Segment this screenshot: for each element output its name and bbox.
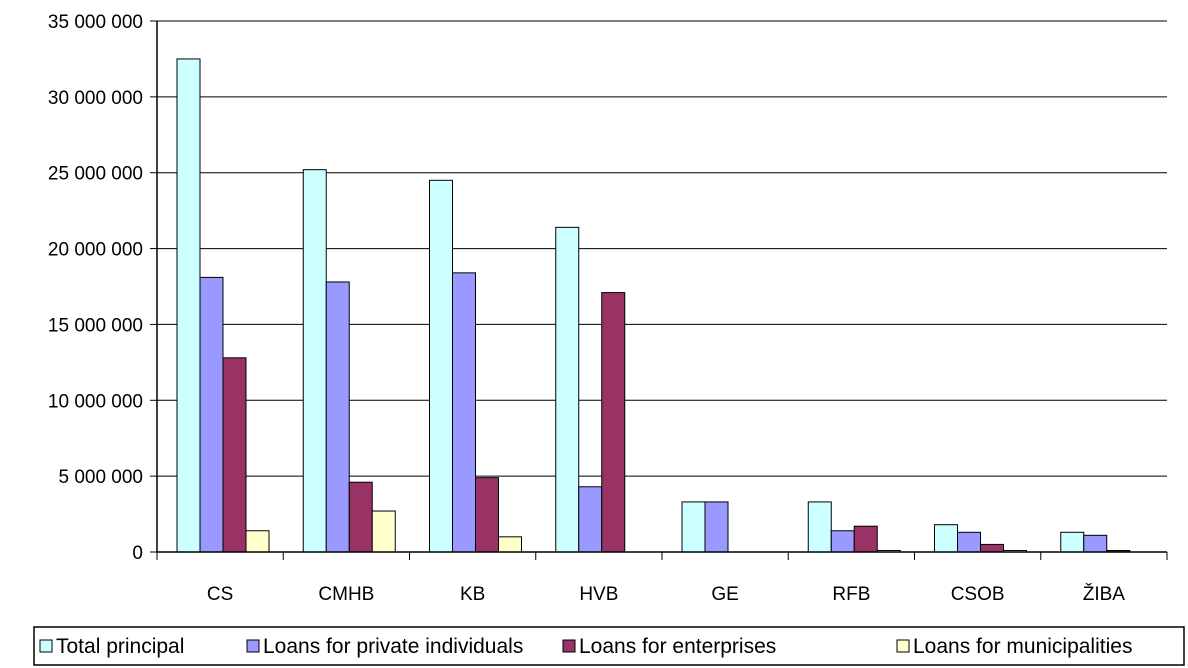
bar-rfb-total-principal	[807, 501, 832, 553]
y-tick-label: 30 000 000	[48, 88, 143, 109]
bar-žiba-loans-for-private-individuals	[1083, 534, 1108, 553]
x-tick-label: GE	[711, 584, 738, 605]
bar-hvb-loans-for-private-individuals	[578, 486, 603, 553]
y-tick-label: 25 000 000	[48, 164, 143, 185]
bar-cs-loans-for-private-individuals	[199, 276, 224, 553]
legend-swatch	[246, 639, 260, 653]
bar-csob-total-principal	[934, 524, 958, 553]
x-tick-label: KB	[460, 584, 485, 605]
y-tick-label: 15 000 000	[48, 315, 143, 336]
bar-ge-loans-for-private-individuals	[704, 501, 729, 553]
bar-cmhb-total-principal	[302, 169, 327, 553]
y-tick-label: 35 000 000	[48, 12, 143, 33]
bar-cmhb-loans-for-enterprises	[348, 481, 373, 553]
bar-csob-loans-for-enterprises	[980, 543, 1004, 553]
axes-layer	[150, 20, 1168, 560]
bar-žiba-total-principal	[1060, 531, 1085, 553]
x-tick-label: CS	[207, 584, 233, 605]
bar-cmhb-loans-for-municipalities	[371, 510, 396, 553]
bar-rfb-loans-for-enterprises	[853, 525, 878, 553]
x-tick-label: RFB	[832, 584, 870, 605]
y-tick-label: 0	[132, 543, 143, 564]
bar-csob-loans-for-private-individuals	[957, 531, 981, 553]
bar-kb-loans-for-private-individuals	[452, 272, 476, 553]
y-tick-label: 5 000 000	[58, 467, 143, 488]
y-tick-label: 20 000 000	[48, 240, 143, 261]
legend-swatch	[39, 639, 53, 653]
bars-layer	[176, 58, 1131, 553]
bar-kb-loans-for-enterprises	[475, 477, 499, 553]
x-tick-label: HVB	[579, 584, 618, 605]
legend-label: Total principal	[56, 635, 184, 658]
x-tick-label: CSOB	[951, 584, 1005, 605]
bar-cs-loans-for-municipalities	[245, 530, 270, 553]
legend-box	[33, 626, 1185, 666]
legend-label: Loans for private individuals	[263, 635, 523, 658]
legend-label: Loans for municipalities	[913, 635, 1132, 658]
y-tick-labels: 0 5 000 000 10 000 000 15 000 000 20 000 000…	[48, 12, 143, 564]
bar-cs-total-principal	[176, 58, 201, 553]
legend-swatch	[562, 639, 576, 653]
bar-kb-loans-for-municipalities	[498, 536, 522, 553]
bar-cs-loans-for-enterprises	[222, 357, 247, 553]
legend-swatch	[896, 639, 910, 653]
y-tick-label: 10 000 000	[48, 391, 143, 412]
x-tick-label: ŽIBA	[1083, 583, 1126, 605]
legend: Total principal Loans for private individ…	[33, 626, 1185, 666]
bar-rfb-loans-for-private-individuals	[830, 530, 855, 553]
x-tick-labels: CS CMHB KB HVB GE RFB CSOB ŽIBA	[207, 583, 1125, 605]
bar-hvb-total-principal	[555, 226, 580, 553]
x-tick-label: CMHB	[318, 584, 374, 605]
bar-hvb-loans-for-enterprises	[601, 292, 626, 553]
bar-ge-total-principal	[681, 501, 706, 553]
legend-label: Loans for enterprises	[579, 635, 776, 658]
bar-cmhb-loans-for-private-individuals	[325, 281, 350, 553]
bar-kb-total-principal	[429, 179, 453, 553]
